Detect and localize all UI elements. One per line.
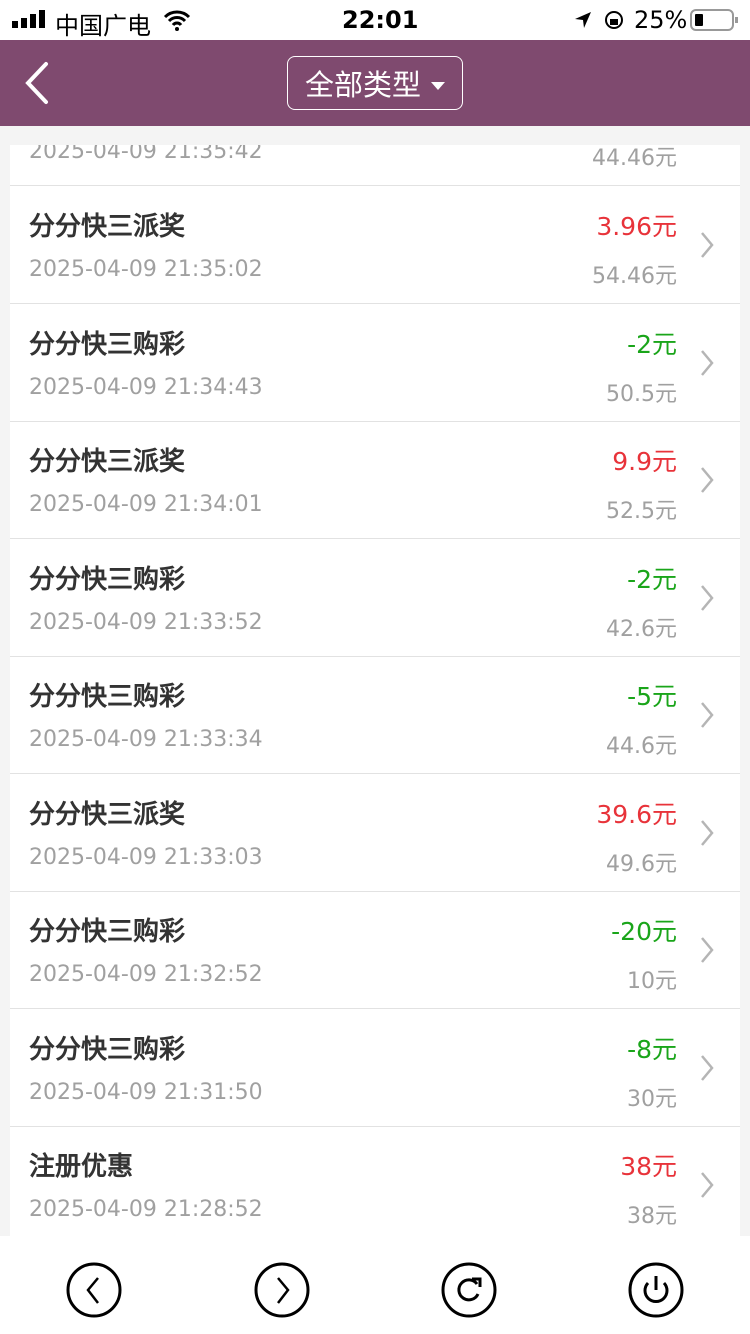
item-balance: 52.5元 <box>606 499 677 524</box>
chevron-right-icon <box>701 1054 714 1081</box>
item-date: 2025-04-09 21:31:50 <box>29 1079 263 1105</box>
transaction-list[interactable]: 2025-04-09 21:35:42 44.46元 分分快三派奖 2025-0… <box>10 145 740 1236</box>
item-amount: 39.6元 <box>596 799 677 829</box>
list-item[interactable]: 分分快三购彩 2025-04-09 21:33:52 -2元 42.6元 <box>10 540 740 657</box>
item-title: 分分快三购彩 <box>29 329 186 360</box>
list-item[interactable]: 注册优惠 2025-04-09 21:28:52 38元 38元 <box>10 1127 740 1236</box>
item-balance: 38元 <box>627 1204 677 1229</box>
item-date: 2025-04-09 21:33:34 <box>29 727 263 752</box>
power-button[interactable] <box>628 1262 684 1318</box>
chevron-right-icon <box>701 467 714 493</box>
list-item[interactable]: 分分快三购彩 2025-04-09 21:32:52 -20元 10元 <box>10 892 740 1009</box>
clock: 22:01 <box>342 6 419 34</box>
item-title: 分分快三购彩 <box>29 564 186 595</box>
battery-percent: 25% <box>634 6 688 34</box>
item-date: 2025-04-09 21:34:01 <box>29 492 263 517</box>
item-balance: 49.6元 <box>606 851 677 877</box>
list-item[interactable]: 分分快三购彩 2025-04-09 21:34:43 -2元 50.5元 <box>10 305 740 422</box>
chevron-right-icon <box>701 937 714 963</box>
item-date: 2025-04-09 21:33:52 <box>29 609 263 635</box>
item-balance: 44.6元 <box>606 734 677 759</box>
chevron-right-icon <box>701 702 714 728</box>
item-amount: -2元 <box>627 329 677 359</box>
item-balance: 50.5元 <box>606 381 677 407</box>
header-bar: 全部类型 <box>0 40 750 126</box>
item-title: 分分快三派奖 <box>29 212 186 242</box>
item-title: 分分快三购彩 <box>29 917 186 947</box>
item-amount: -2元 <box>627 564 677 594</box>
item-amount: -8元 <box>627 1034 677 1064</box>
wifi-icon <box>163 10 191 31</box>
item-amount: -20元 <box>611 917 677 946</box>
item-amount: 3.96元 <box>596 212 677 241</box>
chevron-right-icon <box>701 349 714 376</box>
item-balance: 44.46元 <box>592 146 677 171</box>
signal-icon <box>12 10 45 28</box>
carrier: 中国广电 <box>55 12 151 40</box>
filter-label: 全部类型 <box>304 68 421 102</box>
battery-icon <box>690 9 738 31</box>
rotation-lock-icon <box>605 11 623 29</box>
chevron-right-icon <box>701 232 714 258</box>
chevron-right-icon <box>701 584 714 611</box>
item-title: 分分快三派奖 <box>29 447 186 477</box>
caret-down-icon <box>431 82 445 90</box>
item-date: 2025-04-09 21:34:43 <box>29 374 263 400</box>
item-balance: 54.46元 <box>592 264 677 289</box>
item-date: 2025-04-09 21:35:42 <box>29 145 263 164</box>
list-item[interactable]: 分分快三派奖 2025-04-09 21:34:01 9.9元 52.5元 <box>10 422 740 539</box>
item-amount: -5元 <box>627 682 677 711</box>
back-button[interactable] <box>22 60 62 106</box>
item-title: 分分快三派奖 <box>29 799 186 830</box>
item-amount: 9.9元 <box>612 447 677 476</box>
item-date: 2025-04-09 21:33:03 <box>29 844 263 870</box>
item-title: 分分快三购彩 <box>29 682 186 712</box>
location-icon <box>575 12 591 28</box>
list-item[interactable]: 分分快三派奖 2025-04-09 21:33:03 39.6元 49.6元 <box>10 775 740 892</box>
item-title: 分分快三购彩 <box>29 1034 186 1065</box>
item-date: 2025-04-09 21:35:02 <box>29 257 263 282</box>
item-date: 2025-04-09 21:28:52 <box>29 1197 263 1222</box>
list-item[interactable]: 分分快三派奖 2025-04-09 21:35:02 3.96元 54.46元 <box>10 187 740 304</box>
chevron-right-icon <box>701 1172 714 1198</box>
browser-forward-button[interactable] <box>254 1262 310 1318</box>
item-amount: 38元 <box>620 1152 677 1181</box>
item-balance: 10元 <box>627 969 677 994</box>
bottom-toolbar <box>0 1236 750 1334</box>
list-item[interactable]: 分分快三购彩 2025-04-09 21:33:34 -5元 44.6元 <box>10 657 740 774</box>
browser-back-button[interactable] <box>66 1262 122 1318</box>
type-filter-dropdown[interactable]: 全部类型 <box>287 56 463 110</box>
item-balance: 30元 <box>627 1086 677 1112</box>
list-item-partial[interactable]: 2025-04-09 21:35:42 44.46元 <box>10 145 740 186</box>
list-item[interactable]: 分分快三购彩 2025-04-09 21:31:50 -8元 30元 <box>10 1010 740 1127</box>
item-balance: 42.6元 <box>606 616 677 642</box>
status-bar: 中国广电 22:01 25% <box>0 0 750 40</box>
refresh-button[interactable] <box>441 1262 497 1318</box>
chevron-right-icon <box>701 819 714 846</box>
item-date: 2025-04-09 21:32:52 <box>29 962 263 987</box>
item-title: 注册优惠 <box>29 1152 134 1182</box>
